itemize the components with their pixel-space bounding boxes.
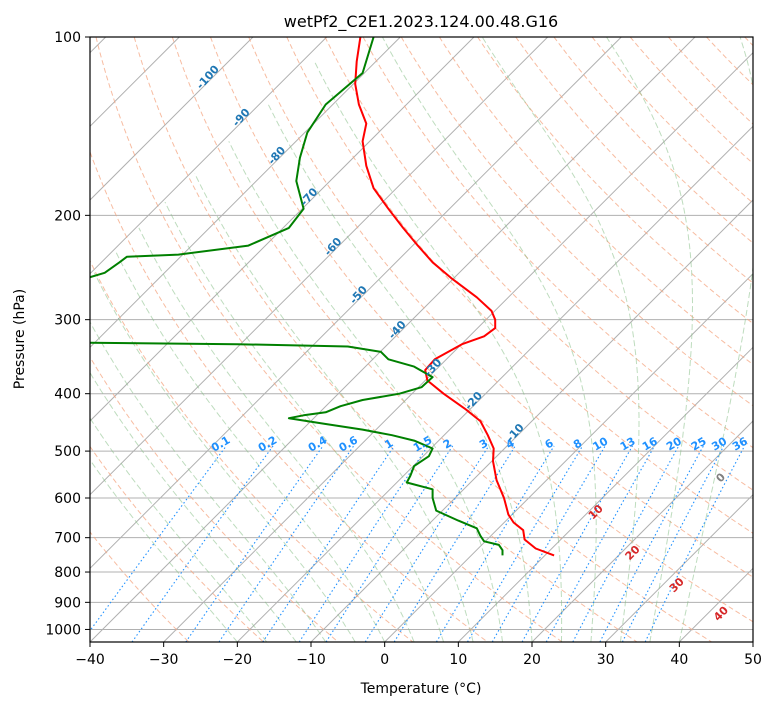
isotherm-line bbox=[163, 51, 753, 642]
x-tick-label: −20 bbox=[223, 652, 253, 668]
dry-adiabat-line bbox=[95, 37, 563, 642]
mixing-ratio-line bbox=[621, 445, 725, 642]
y-tick-label: 600 bbox=[54, 491, 81, 507]
mixing-ratio-line bbox=[435, 445, 555, 642]
y-tick-label: 700 bbox=[54, 531, 81, 547]
y-tick-label: 800 bbox=[54, 565, 81, 581]
moist-adiabat-line bbox=[90, 459, 238, 642]
isotherm-line bbox=[605, 493, 753, 642]
isotherm-line bbox=[90, 37, 328, 275]
isotherm-line bbox=[90, 37, 475, 422]
moist-adiabat-line bbox=[115, 251, 386, 642]
isotherm-line bbox=[90, 37, 401, 349]
y-tick-label: 400 bbox=[54, 387, 81, 403]
isotherm-line bbox=[90, 37, 622, 570]
y-tick-label: 200 bbox=[54, 208, 81, 224]
y-tick-label: 1000 bbox=[45, 622, 81, 638]
dewpoint-profile-line bbox=[90, 37, 504, 556]
mixing-ratio-line bbox=[131, 445, 274, 642]
moist-adiabat-line bbox=[228, 141, 503, 642]
x-tick-label: −40 bbox=[75, 652, 105, 668]
moist-adiabat-line bbox=[90, 321, 327, 642]
mixing-ratio-line bbox=[218, 445, 355, 642]
x-axis-label: Temperature (°C) bbox=[360, 681, 482, 697]
x-tick-label: 40 bbox=[670, 652, 688, 668]
moist-adiabat-line bbox=[314, 61, 563, 642]
mixing-ratio-line bbox=[262, 445, 395, 642]
dry-adiabat-line bbox=[629, 37, 753, 165]
mixing-ratio-line bbox=[325, 445, 454, 642]
y-tick-label: 300 bbox=[54, 313, 81, 329]
dry-adiabat-line bbox=[133, 37, 638, 642]
x-tick-label: 50 bbox=[744, 652, 762, 668]
dry-adiabat-line bbox=[438, 37, 753, 366]
dry-adiabat-line bbox=[515, 37, 753, 284]
y-axis-label: Pressure (hPa) bbox=[12, 289, 28, 389]
mixing-ratio-line bbox=[521, 445, 633, 642]
dry-adiabat-line bbox=[324, 37, 753, 491]
dry-adiabat-line bbox=[400, 37, 753, 407]
chart-title: wetPf2_C2E1.2023.124.00.48.G16 bbox=[284, 12, 558, 32]
dry-adiabat-line bbox=[553, 37, 753, 244]
plot-frame bbox=[89, 36, 754, 643]
dry-adiabat-line bbox=[210, 37, 753, 623]
temperature-profile-line bbox=[354, 37, 555, 557]
moist-adiabat-line bbox=[93, 272, 356, 642]
isotherm-line bbox=[531, 420, 753, 642]
dry-adiabat-line bbox=[362, 37, 753, 449]
y-tick-label: 100 bbox=[54, 30, 81, 46]
moist-adiabat-line bbox=[381, 37, 597, 642]
isotherm-line bbox=[457, 346, 753, 642]
moist-adiabat-line bbox=[90, 371, 297, 642]
moist-adiabat-line bbox=[138, 227, 415, 642]
dry-adiabat-line bbox=[90, 445, 264, 642]
moist-adiabat-line bbox=[606, 37, 693, 642]
x-tick-label: −10 bbox=[296, 652, 326, 668]
mixing-ratio-line bbox=[364, 445, 490, 642]
moist-adiabat-line bbox=[164, 201, 445, 642]
dry-adiabat-line bbox=[90, 356, 339, 642]
isotherm-line bbox=[236, 125, 753, 642]
isotherm-line bbox=[90, 37, 254, 201]
sounding-series bbox=[90, 37, 555, 557]
dry-adiabat-line bbox=[248, 37, 753, 578]
x-tick-label: 20 bbox=[523, 652, 541, 668]
moist-adiabat-line bbox=[481, 37, 640, 642]
x-axis-ticks: −40 −30 −20 −10 0 10 20 30 40 50 bbox=[75, 642, 762, 668]
dry-adiabat-line bbox=[90, 259, 414, 642]
moist-adiabat-line bbox=[194, 173, 474, 642]
y-axis-ticks: 100 200 300 400 500 600 700 800 900 1000 bbox=[45, 30, 90, 638]
y-tick-label: 500 bbox=[54, 444, 81, 460]
mixing-ratio-line bbox=[545, 445, 656, 642]
dry-adiabat-line bbox=[171, 37, 712, 642]
mixing-ratio-line bbox=[467, 445, 584, 642]
moist-adiabat-line bbox=[678, 37, 753, 642]
background-lines bbox=[90, 37, 753, 642]
x-tick-label: 10 bbox=[449, 652, 467, 668]
mixing-ratio-line bbox=[298, 445, 429, 642]
y-tick-label: 900 bbox=[54, 595, 81, 611]
dry-adiabat-line bbox=[286, 37, 753, 534]
x-tick-label: 0 bbox=[380, 652, 389, 668]
mixing-ratio-line bbox=[393, 445, 516, 642]
isotherm-line bbox=[90, 37, 696, 642]
isotherm-line bbox=[90, 37, 549, 496]
mixing-ratio-line bbox=[644, 445, 746, 642]
plot-area: 0.1 0.2 0.4 0.6 1 1.5 2 3 4 6 8 10 13 16 20 25 30 36-100-… bbox=[90, 37, 753, 642]
mixing-ratio-line bbox=[185, 445, 324, 642]
x-tick-label: −30 bbox=[149, 652, 179, 668]
moist-adiabat-line bbox=[267, 104, 533, 642]
moist-adiabat-line bbox=[90, 417, 268, 642]
x-tick-label: 30 bbox=[597, 652, 615, 668]
